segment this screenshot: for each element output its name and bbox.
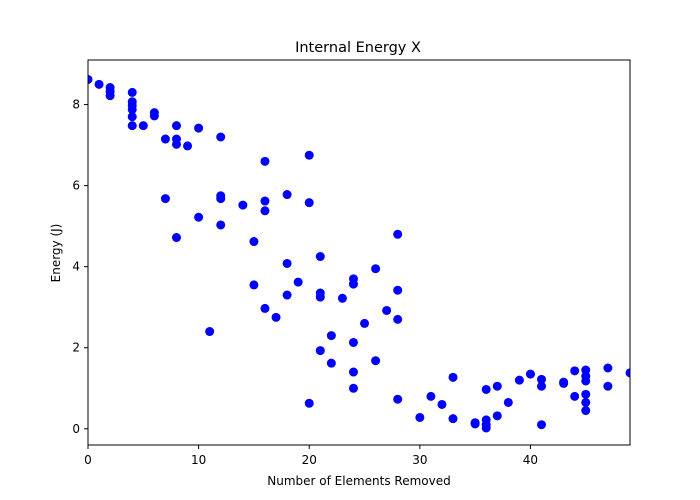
data-point: [581, 397, 591, 407]
data-point: [537, 374, 547, 384]
data-point: [348, 383, 358, 393]
data-point: [537, 381, 547, 391]
data-point: [216, 220, 226, 230]
data-point: [481, 384, 491, 394]
data-point: [282, 190, 292, 200]
y-axis-ticks: 0 2 4 6 8: [72, 98, 88, 436]
data-point: [371, 356, 381, 366]
plot-area: [88, 74, 630, 433]
y-tick-label: 4: [72, 260, 80, 274]
y-tick-label: 8: [72, 98, 80, 112]
data-point: [415, 412, 425, 422]
data-point: [393, 394, 403, 404]
data-point: [260, 206, 270, 216]
y-axis-label: Energy (J): [49, 224, 63, 283]
data-point: [304, 398, 314, 408]
data-point: [371, 264, 381, 274]
data-point: [149, 111, 159, 121]
data-point: [183, 141, 193, 151]
x-tick-label: 40: [523, 453, 538, 467]
x-tick-label: 30: [412, 453, 427, 467]
data-point: [360, 318, 370, 328]
x-axis-ticks: 0 10 20 30 40: [84, 445, 538, 467]
data-point: [260, 156, 270, 166]
data-point: [88, 74, 93, 84]
data-point: [393, 229, 403, 239]
data-point: [393, 314, 403, 324]
x-tick-label: 0: [84, 453, 92, 467]
data-point: [559, 378, 569, 388]
y-tick-label: 2: [72, 341, 80, 355]
data-point: [127, 87, 137, 97]
data-point: [282, 258, 292, 268]
data-point: [437, 399, 447, 409]
x-axis-label: Number of Elements Removed: [267, 474, 450, 488]
data-point: [238, 200, 248, 210]
data-point: [326, 358, 336, 368]
data-point: [393, 285, 403, 295]
data-point: [315, 346, 325, 356]
data-point: [194, 212, 204, 222]
data-point: [304, 150, 314, 160]
chart-title: Internal Energy X: [295, 40, 421, 56]
data-points: [88, 74, 630, 433]
data-point: [581, 376, 591, 386]
data-point: [94, 79, 104, 89]
data-point: [282, 290, 292, 300]
data-point: [492, 381, 502, 391]
data-point: [293, 277, 303, 287]
y-tick-label: 6: [72, 179, 80, 193]
data-point: [348, 337, 358, 347]
data-point: [160, 194, 170, 204]
data-point: [514, 375, 524, 385]
data-point: [492, 411, 502, 421]
data-point: [205, 327, 215, 337]
data-point: [249, 237, 259, 247]
data-point: [127, 104, 137, 114]
data-point: [426, 391, 436, 401]
data-point: [348, 279, 358, 289]
data-point: [603, 381, 613, 391]
data-point: [171, 121, 181, 131]
data-point: [448, 414, 458, 424]
data-point: [570, 366, 580, 376]
data-point: [448, 372, 458, 382]
data-point: [260, 196, 270, 206]
data-point: [537, 420, 547, 430]
data-point: [216, 194, 226, 204]
data-point: [625, 368, 630, 378]
data-point: [503, 397, 513, 407]
data-point: [603, 363, 613, 373]
x-tick-label: 10: [191, 453, 206, 467]
data-point: [337, 293, 347, 303]
data-point: [127, 121, 137, 131]
y-tick-label: 0: [72, 422, 80, 436]
data-point: [382, 305, 392, 315]
plot-frame: [87, 59, 631, 446]
data-point: [138, 121, 148, 131]
data-point: [171, 139, 181, 149]
data-point: [260, 303, 270, 313]
data-point: [348, 367, 358, 377]
data-point: [127, 112, 137, 122]
data-point: [326, 331, 336, 341]
data-point: [160, 134, 170, 144]
data-point: [581, 389, 591, 399]
data-point: [570, 391, 580, 401]
data-point: [171, 233, 181, 243]
data-point: [249, 280, 259, 290]
data-point: [315, 252, 325, 262]
data-point: [481, 423, 491, 433]
data-point: [581, 406, 591, 416]
data-point: [470, 419, 480, 429]
data-point: [315, 292, 325, 302]
data-point: [271, 312, 281, 322]
x-tick-label: 20: [302, 453, 317, 467]
data-point: [194, 123, 204, 133]
data-point: [525, 369, 535, 379]
data-point: [216, 132, 226, 142]
data-point: [105, 91, 115, 101]
data-point: [304, 198, 314, 208]
